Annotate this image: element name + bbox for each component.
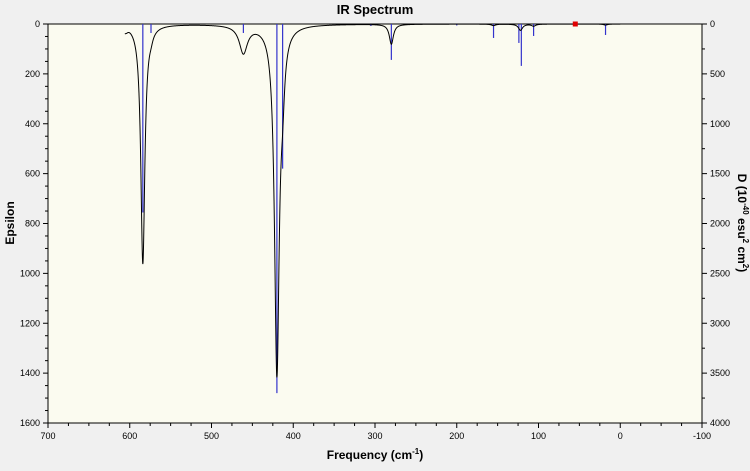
y2-tick-label: 2000 bbox=[710, 219, 730, 229]
y2-tick-label: 0 bbox=[710, 19, 715, 29]
y-axis-right: 0 500 1000 1500 2000 2500 3000 3500 4000 bbox=[702, 19, 730, 428]
y-tick-label: 200 bbox=[25, 69, 40, 79]
y-tick-label: 0 bbox=[35, 19, 40, 29]
x-tick-label: 700 bbox=[40, 431, 55, 441]
x-tick-label: 500 bbox=[204, 431, 219, 441]
y-axis-left: 0 200 400 600 800 1000 1200 1400 1600 bbox=[20, 19, 48, 428]
y2-label-mid2: cm bbox=[735, 243, 749, 264]
y2-tick-label: 3000 bbox=[710, 318, 730, 328]
x-tick-label: 100 bbox=[531, 431, 546, 441]
y-tick-label: 1400 bbox=[20, 368, 40, 378]
stick-lines bbox=[142, 24, 607, 394]
x-axis: 700 600 500 400 300 200 100 0 -100 bbox=[40, 423, 711, 441]
y-axis-label: Epsilon bbox=[3, 201, 17, 244]
y2-tick-label: 3500 bbox=[710, 368, 730, 378]
spectrum-line bbox=[124, 23, 621, 378]
y-tick-label: 800 bbox=[25, 219, 40, 229]
y2-tick-label: 2500 bbox=[710, 268, 730, 278]
y-tick-label: 600 bbox=[25, 169, 40, 179]
x-tick-label: 200 bbox=[449, 431, 464, 441]
y2-tick-label: 1500 bbox=[710, 169, 730, 179]
y-tick-label: 1000 bbox=[20, 268, 40, 278]
chart-title: IR Spectrum bbox=[337, 2, 414, 17]
x-tick-label: 300 bbox=[367, 431, 382, 441]
y2-tick-label: 1000 bbox=[710, 119, 730, 129]
y2-label-end: ) bbox=[735, 268, 749, 272]
x-tick-label: 600 bbox=[122, 431, 137, 441]
y2-label-sup3: 2 bbox=[741, 264, 750, 269]
plot-area bbox=[47, 23, 703, 424]
y2-tick-label: 4000 bbox=[710, 418, 730, 428]
x-tick-label: 400 bbox=[286, 431, 301, 441]
x-tick-label: -100 bbox=[693, 431, 711, 441]
y-tick-label: 1600 bbox=[20, 418, 40, 428]
position-marker[interactable] bbox=[572, 21, 578, 27]
y-tick-label: 400 bbox=[25, 119, 40, 129]
y2-label-sup2: 2 bbox=[741, 239, 750, 244]
y-tick-label: 1200 bbox=[20, 318, 40, 328]
x-axis-label-sup: -1 bbox=[412, 447, 420, 456]
y2-label-mid: esu bbox=[735, 215, 749, 239]
x-tick-label: 0 bbox=[618, 431, 623, 441]
x-axis-label: Frequency (cm-1) bbox=[327, 447, 423, 462]
x-axis-label-end: ) bbox=[419, 448, 423, 462]
y2-label-prefix: D (10 bbox=[735, 174, 749, 204]
y2-axis-label: D (10-40 esu2 cm2) bbox=[735, 174, 750, 273]
y2-tick-label: 500 bbox=[710, 69, 725, 79]
y2-label-sup1: -40 bbox=[741, 203, 750, 215]
x-axis-label-main: Frequency (cm bbox=[327, 448, 412, 462]
